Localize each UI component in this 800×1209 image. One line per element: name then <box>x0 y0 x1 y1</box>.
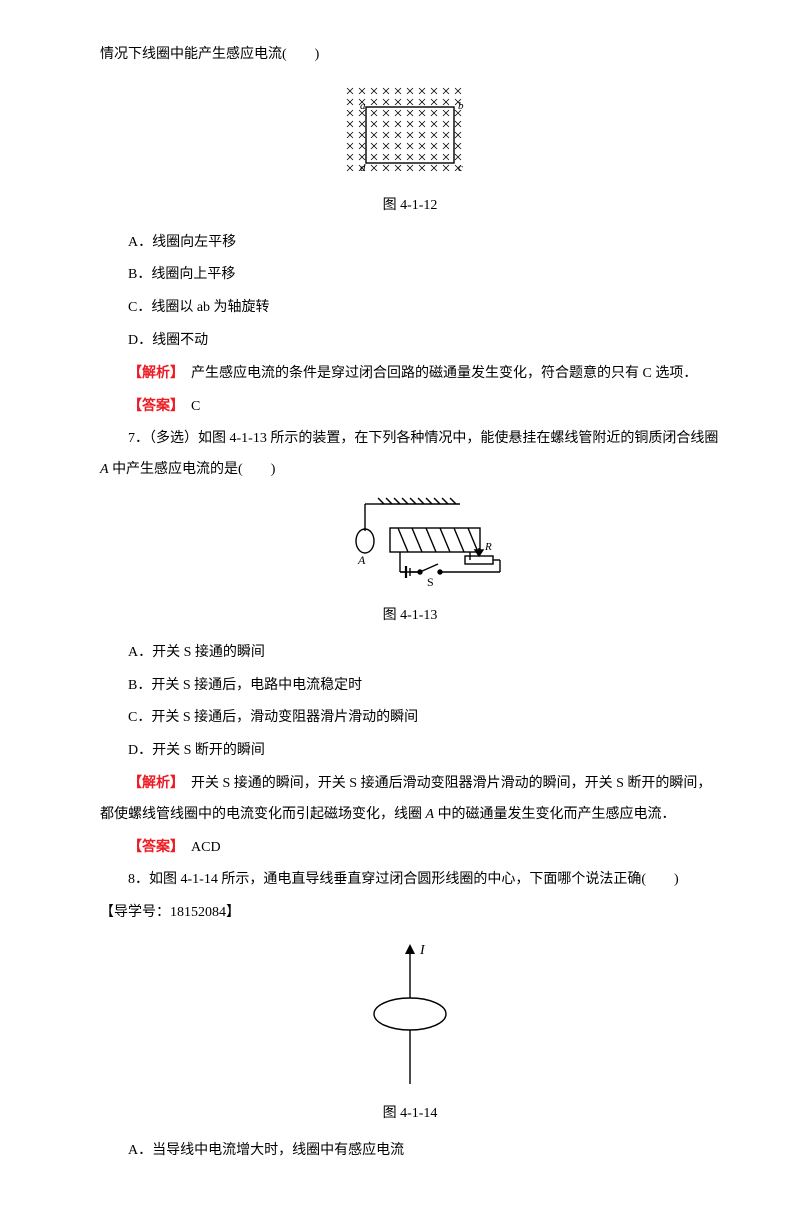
analysis-label: 【解析】 <box>128 366 177 381</box>
q8-stem: 8．如图 4-1-14 所示，通电直导线垂直穿过闭合圆形线圈的中心，下面哪个说法… <box>100 865 720 896</box>
q8-tag: 【导学号：18152084】 <box>100 898 720 929</box>
q6-option-b: B．线圈向上平移 <box>100 260 720 291</box>
q7-analysis-text-2: 中的磁通量发生变化而产生感应电流． <box>434 807 676 822</box>
q7-analysis-coil: A <box>426 807 435 822</box>
figure-4-1-12-caption: 图 4-1-12 <box>100 191 720 222</box>
svg-text:R: R <box>484 541 492 553</box>
q7-option-b: B．开关 S 接通后，电路中电流稳定时 <box>100 671 720 702</box>
svg-text:b: b <box>458 100 464 112</box>
q7-stem: 7．（多选）如图 4-1-13 所示的装置，在下列各种情况中，能使悬挂在螺线管附… <box>100 424 720 486</box>
svg-text:I: I <box>419 943 426 958</box>
q7-coil-letter: A <box>100 462 109 477</box>
figure-4-1-13: A S R <box>100 496 720 591</box>
q7-option-d: D．开关 S 断开的瞬间 <box>100 736 720 767</box>
figure-4-1-12: a b c d <box>100 81 720 181</box>
figure-4-1-13-caption: 图 4-1-13 <box>100 601 720 632</box>
q6-option-a: A．线圈向左平移 <box>100 228 720 259</box>
q7-answer-text: ACD <box>177 840 221 855</box>
analysis-label: 【解析】 <box>128 776 177 791</box>
answer-label: 【答案】 <box>128 840 177 855</box>
svg-text:d: d <box>360 162 366 174</box>
svg-text:a: a <box>360 100 366 112</box>
answer-label: 【答案】 <box>128 399 177 414</box>
svg-text:S: S <box>427 575 434 589</box>
q7-analysis: 【解析】 开关 S 接通的瞬间，开关 S 接通后滑动变阻器滑片滑动的瞬间，开关 … <box>100 769 720 831</box>
figure-4-1-14-svg: I <box>350 939 470 1089</box>
figure-4-1-13-svg: A S R <box>310 496 510 591</box>
q6-answer-text: C <box>177 399 200 414</box>
q7-option-a: A．开关 S 接通的瞬间 <box>100 638 720 669</box>
svg-text:c: c <box>458 162 463 174</box>
figure-4-1-14-caption: 图 4-1-14 <box>100 1099 720 1130</box>
q6-analysis-text: 产生感应电流的条件是穿过闭合回路的磁通量发生变化，符合题意的只有 C 选项． <box>177 366 697 381</box>
q7-answer: 【答案】 ACD <box>100 833 720 864</box>
q7-stem-prefix: 7．（多选）如图 4-1-13 所示的装置，在下列各种情况中，能使悬挂在螺线管附… <box>128 431 718 446</box>
q6-answer: 【答案】 C <box>100 392 720 423</box>
q8-option-a: A．当导线中电流增大时，线圈中有感应电流 <box>100 1136 720 1167</box>
figure-4-1-12-svg: a b c d <box>340 81 480 181</box>
q6-option-d: D．线圈不动 <box>100 326 720 357</box>
figure-4-1-14: I <box>100 939 720 1089</box>
svg-text:A: A <box>357 553 366 567</box>
q6-analysis: 【解析】 产生感应电流的条件是穿过闭合回路的磁通量发生变化，符合题意的只有 C … <box>100 359 720 390</box>
q6-stem: 情况下线圈中能产生感应电流( ) <box>100 40 720 71</box>
q7-stem-suffix: 中产生感应电流的是( ) <box>109 462 276 477</box>
q7-option-c: C．开关 S 接通后，滑动变阻器滑片滑动的瞬间 <box>100 703 720 734</box>
q6-option-c: C．线圈以 ab 为轴旋转 <box>100 293 720 324</box>
